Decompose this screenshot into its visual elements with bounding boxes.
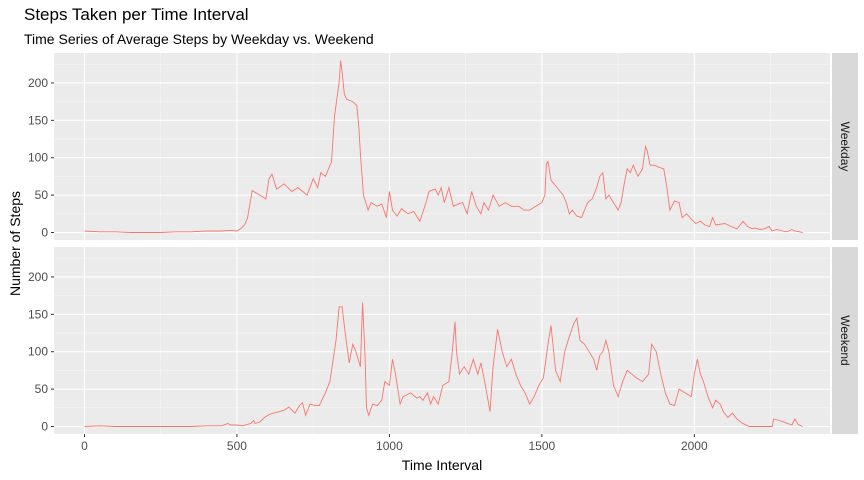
y-tick-label: 150 [28,113,48,127]
facet-strip-label: Weekend [838,315,852,365]
x-tick-label: 500 [227,439,247,453]
y-axis-title: Number of Steps [7,191,23,296]
x-axis: 0 500 1000 1500 2000 [81,434,708,453]
facet-panel-weekday: 0 50 100 150 200 Weekday [28,53,858,240]
x-tick-label: 1000 [376,439,403,453]
facet-strip [832,53,858,240]
chart-subtitle: Time Series of Average Steps by Weekday … [24,31,374,47]
facet-strip-label: Weekday [838,122,852,172]
facet-strip [832,247,858,434]
y-tick-label: 150 [28,307,48,321]
y-tick-label: 50 [35,382,49,396]
facet-panels: 0 50 100 150 200 Weekday 0 50 100 150 200 Weekend [28,53,858,434]
series-line-weekend [84,302,803,427]
y-tick-label: 50 [35,188,49,202]
y-tick-label: 100 [28,151,48,165]
y-tick-label: 200 [28,76,48,90]
y-tick-label: 0 [41,420,48,434]
panel-background [54,247,830,434]
y-tick-label: 100 [28,345,48,359]
chart-title: Steps Taken per Time Interval [24,5,249,24]
x-tick-label: 2000 [681,439,708,453]
x-tick-label: 0 [81,439,88,453]
y-tick-label: 200 [28,270,48,284]
x-axis-title: Time Interval [402,457,482,473]
y-tick-label: 0 [41,226,48,240]
panel-background [54,53,830,240]
facet-panel-weekend: 0 50 100 150 200 Weekend [28,247,858,434]
x-tick-label: 1500 [529,439,556,453]
series-line-weekday [84,60,803,233]
